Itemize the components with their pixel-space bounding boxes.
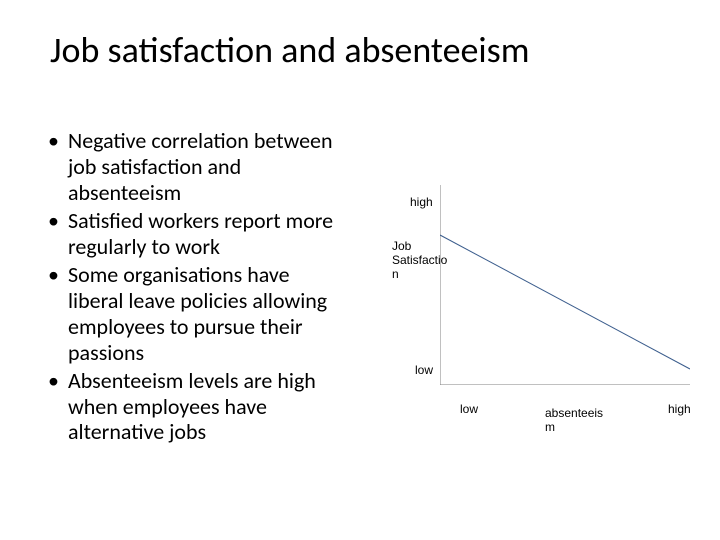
line-chart — [440, 185, 690, 385]
page-title: Job satisfaction and absenteeism — [50, 28, 530, 72]
list-item: • Absenteeism levels are high when emplo… — [48, 368, 348, 446]
chart-container: high Job Satisfactio n low low absenteei… — [380, 185, 700, 435]
list-item: • Satisfied workers report more regularl… — [48, 208, 348, 260]
y-tick-low: low — [415, 363, 433, 377]
correlation-line — [440, 235, 690, 369]
bullet-text: Satisfied workers report more regularly … — [68, 208, 348, 260]
bullet-text: Some organisations have liberal leave po… — [68, 262, 348, 366]
x-tick-low: low — [460, 402, 478, 416]
bullet-marker: • — [48, 208, 68, 260]
y-tick-high: high — [410, 195, 433, 209]
bullet-text: Absenteeism levels are high when employe… — [68, 368, 348, 446]
bullet-marker: • — [48, 262, 68, 366]
x-tick-high: high — [668, 402, 691, 416]
bullet-text: Negative correlation between job satisfa… — [68, 128, 348, 206]
list-item: • Negative correlation between job satis… — [48, 128, 348, 206]
bullet-marker: • — [48, 128, 68, 206]
list-item: • Some organisations have liberal leave … — [48, 262, 348, 366]
bullet-marker: • — [48, 368, 68, 446]
y-axis-label: Job Satisfactio n — [392, 240, 447, 281]
x-axis-label: absenteeis m — [545, 407, 603, 435]
bullet-list: • Negative correlation between job satis… — [48, 128, 348, 447]
